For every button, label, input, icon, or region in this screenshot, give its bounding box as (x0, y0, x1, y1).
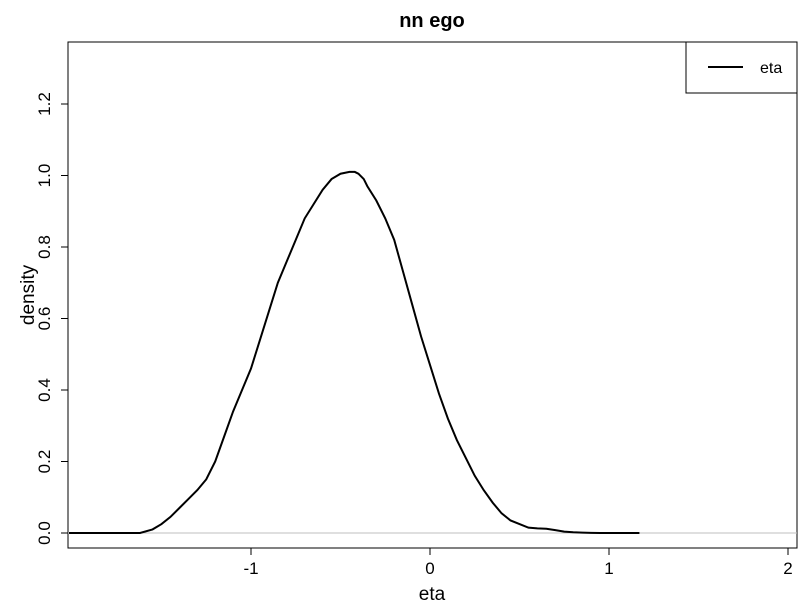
x-axis-label: eta (419, 584, 446, 603)
y-tick-label: 1.0 (35, 164, 54, 188)
x-tick-label: 2 (783, 559, 792, 578)
y-tick-label: 0.4 (35, 378, 54, 402)
x-tick-label: 0 (425, 559, 434, 578)
y-axis-label: density (18, 264, 39, 325)
x-tick-label: 1 (604, 559, 613, 578)
y-tick-label: 1.2 (35, 92, 54, 116)
x-tick-label: -1 (243, 559, 258, 578)
y-tick-label: 0.6 (35, 307, 54, 331)
legend-label-eta: eta (760, 60, 782, 77)
plot-frame (67, 41, 798, 549)
series-line-eta (69, 170, 640, 534)
y-axis: 0.0 0.2 0.4 0.6 0.8 1.0 1.2 (35, 92, 68, 545)
series-points (139, 171, 640, 534)
y-tick-label: 0.2 (35, 450, 54, 474)
y-tick-label: 0.0 (35, 521, 54, 545)
chart-title: nn ego (399, 10, 465, 32)
x-axis: -1 0 1 2 (243, 548, 793, 578)
y-tick-label: 0.8 (35, 235, 54, 259)
legend: eta (685, 41, 798, 94)
